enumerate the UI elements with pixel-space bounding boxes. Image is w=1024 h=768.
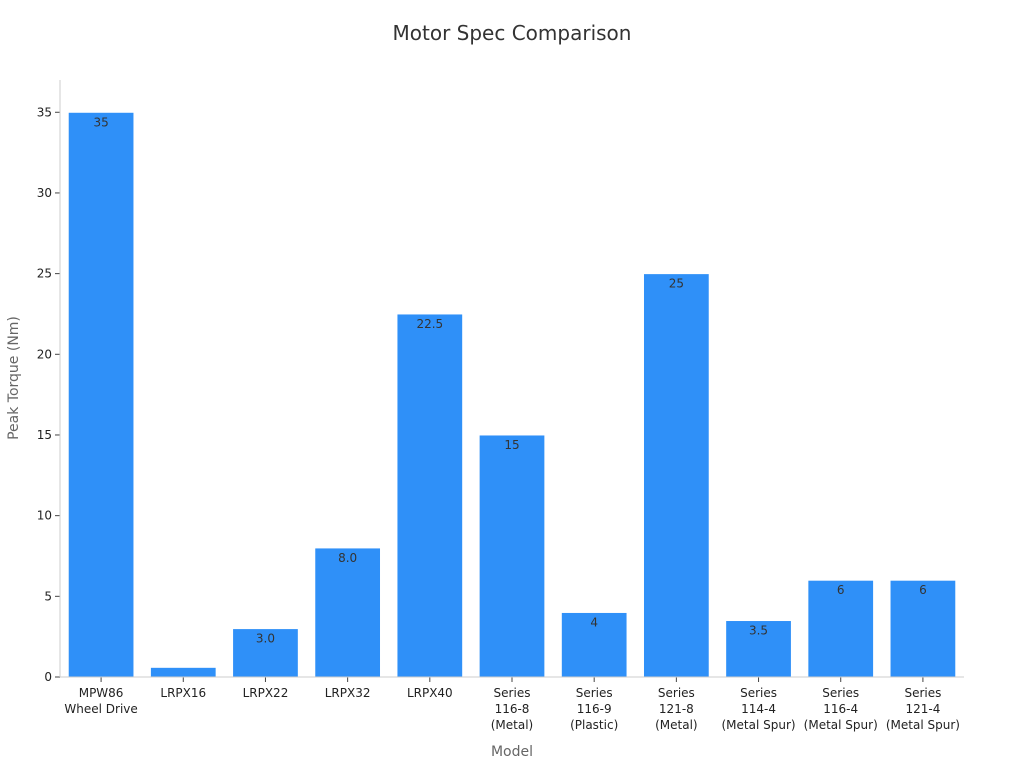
x-tick-label: 116-8 [495, 702, 530, 716]
data-label: 22.5 [416, 317, 443, 331]
x-tick-label: 116-9 [577, 702, 612, 716]
x-tick-label: Wheel Drive [64, 702, 137, 716]
bar [889, 579, 957, 678]
x-tick-label: 121-8 [659, 702, 694, 716]
y-axis-label: Peak Torque (Nm) [6, 316, 22, 440]
y-tick-label: 30 [37, 186, 52, 200]
bar [725, 620, 792, 678]
x-tick-label: Series [740, 686, 777, 700]
bars-group [67, 111, 957, 678]
x-tick-label: 116-4 [823, 702, 858, 716]
y-axis-ticks: 0 5 10 15 20 25 30 35 [37, 105, 60, 684]
y-tick-label: 10 [37, 509, 52, 523]
bar [560, 611, 628, 678]
x-tick-label: (Metal) [491, 718, 534, 732]
bar [314, 547, 382, 678]
x-tick-label: LRPX32 [325, 686, 371, 700]
data-label: 6 [919, 583, 927, 597]
bar [642, 273, 710, 678]
x-tick-label: 114-4 [741, 702, 776, 716]
x-tick-label: Series [658, 686, 695, 700]
x-tick-label: (Metal) [655, 718, 698, 732]
bar [396, 313, 464, 678]
chart-title: Motor Spec Comparison [393, 21, 632, 45]
x-tick-label: 121-4 [905, 702, 940, 716]
x-tick-label: Series [904, 686, 941, 700]
data-labels-group: 35 3.0 8.0 22.5 15 4 25 3.5 6 6 [93, 115, 926, 645]
data-label: 8.0 [338, 551, 357, 565]
data-label: 6 [837, 583, 845, 597]
x-tick-label: (Plastic) [570, 718, 618, 732]
bar [149, 666, 217, 678]
x-tick-label: (Metal Spur) [886, 718, 960, 732]
bar [807, 579, 875, 678]
data-label: 25 [669, 277, 684, 291]
x-tick-label: (Metal Spur) [804, 718, 878, 732]
x-tick-label: Series [822, 686, 859, 700]
data-label: 4 [590, 615, 598, 629]
y-tick-label: 5 [44, 589, 52, 603]
x-axis-label: Model [491, 744, 533, 760]
y-tick-label: 35 [37, 105, 52, 119]
y-tick-label: 25 [37, 267, 52, 281]
bar [232, 628, 299, 678]
y-tick-label: 20 [37, 347, 52, 361]
data-label: 3.5 [749, 624, 768, 638]
y-tick-label: 0 [44, 670, 52, 684]
y-tick-label: 15 [37, 428, 52, 442]
x-tick-label: MPW86 [79, 686, 124, 700]
x-tick-label: Series [576, 686, 613, 700]
x-tick-label: LRPX16 [160, 686, 206, 700]
data-label: 35 [93, 115, 108, 129]
bar [67, 111, 135, 678]
x-tick-label: LRPX22 [243, 686, 289, 700]
data-label: 3.0 [256, 632, 275, 646]
bar [478, 434, 546, 678]
x-tick-label: (Metal Spur) [721, 718, 795, 732]
data-label: 15 [504, 438, 519, 452]
x-tick-label: LRPX40 [407, 686, 453, 700]
x-tick-label: Series [494, 686, 531, 700]
x-axis-ticks: MPW86 Wheel Drive LRPX16 LRPX22 LRPX32 LRPX40… [64, 677, 960, 732]
